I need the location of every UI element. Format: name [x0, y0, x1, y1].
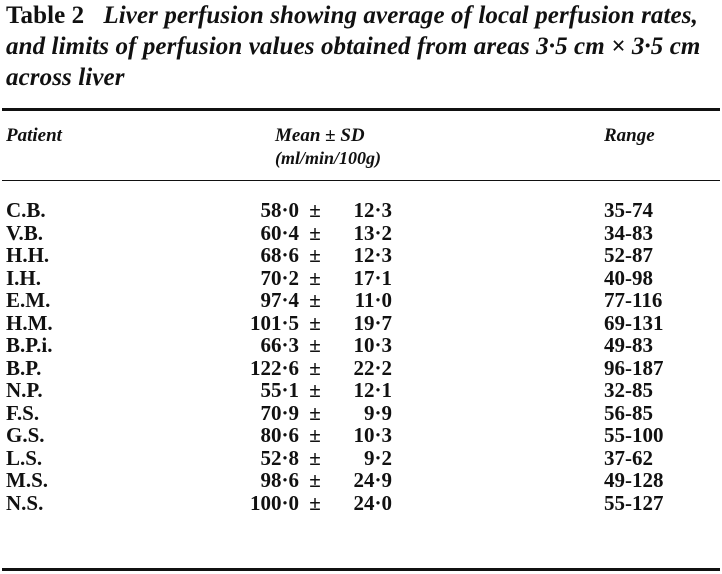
- cell-patient: N.S.: [6, 490, 44, 515]
- cell-mean: 122·6: [249, 355, 299, 380]
- table-label: Table 2: [6, 2, 85, 29]
- table-row: E.M. 97·4 ±11·0 77-116: [0, 289, 722, 312]
- cell-sd: 22·2: [353, 355, 392, 380]
- cell-range: 77-116: [604, 288, 663, 312]
- cell-mean: 98·6: [260, 468, 299, 492]
- cell-patient: F.S.: [6, 400, 40, 425]
- cell-patient: C.B.: [6, 198, 46, 222]
- cell-patient: B.P.: [6, 355, 42, 380]
- cell-mean: 60·4: [260, 220, 299, 245]
- cell-mean: 58·0: [260, 198, 299, 222]
- cell-range: 69-131: [604, 310, 664, 335]
- header-mean-unit: (ml/min/100g): [275, 148, 382, 168]
- table-row: I.H. 70·2 ±17·1 40-98: [0, 265, 722, 290]
- cell-sd: 12·3: [353, 243, 392, 267]
- cell-mean: 66·3: [260, 333, 299, 357]
- cell-plus-minus: ±: [309, 468, 321, 492]
- cell-plus-minus: ±: [309, 265, 321, 290]
- cell-range: 49-128: [604, 468, 664, 492]
- cell-patient: G.S.: [6, 423, 45, 447]
- cell-mean: 80·6: [260, 423, 299, 447]
- table-row: V.B. 60·4 ±13·2 34-83: [0, 220, 722, 245]
- bottom-rule: [2, 568, 720, 571]
- cell-patient: H.H.: [6, 243, 50, 267]
- table-row: B.P. 122·6 ±22·2 96-187: [0, 355, 722, 380]
- cell-mean: 68·6: [260, 243, 299, 267]
- cell-sd: 9·2: [363, 445, 392, 470]
- cell-range: 32-85: [604, 378, 653, 402]
- cell-range: 49-83: [604, 333, 653, 357]
- cell-mean: 97·4: [260, 288, 299, 312]
- cell-plus-minus: ±: [309, 333, 321, 357]
- cell-plus-minus: ±: [309, 198, 321, 222]
- cell-range: 56-85: [604, 400, 653, 425]
- table-title: Liver perfusion showing average of local…: [6, 2, 701, 91]
- cell-sd: 10·3: [353, 333, 392, 357]
- header-mean: Mean ± SD (ml/min/100g): [275, 124, 381, 170]
- cell-plus-minus: ±: [309, 400, 321, 425]
- cell-patient: E.M.: [6, 288, 51, 312]
- table-row: C.B. 58·0 ±12·3 35-74: [0, 199, 722, 222]
- cell-mean: 70·9: [260, 400, 299, 425]
- table-row: B.P.i. 66·3 ±10·3 49-83: [0, 334, 722, 357]
- cell-sd: 19·7: [353, 310, 392, 335]
- cell-mean: 101·5: [249, 310, 299, 335]
- cell-patient: M.S.: [6, 468, 48, 492]
- cell-range: 55-127: [604, 490, 664, 515]
- cell-sd: 17·1: [353, 265, 392, 290]
- cell-plus-minus: ±: [309, 355, 321, 380]
- cell-sd: 10·3: [353, 423, 392, 447]
- table-row: N.P. 55·1 ±12·1 32-85: [0, 379, 722, 402]
- cell-sd: 11·0: [354, 288, 392, 312]
- table-caption: Table 2 Liver perfusion showing average …: [6, 0, 718, 93]
- cell-range: 52-87: [604, 243, 653, 267]
- table-row: N.S. 100·0 ±24·0 55-127: [0, 490, 722, 515]
- cell-range: 40-98: [604, 265, 653, 290]
- cell-plus-minus: ±: [309, 423, 321, 447]
- cell-mean: 100·0: [249, 490, 299, 515]
- table-row: H.M. 101·5 ±19·7 69-131: [0, 310, 722, 335]
- table-row: L.S. 52·8 ±9·2 37-62: [0, 445, 722, 470]
- cell-range: 37-62: [604, 445, 653, 470]
- cell-plus-minus: ±: [309, 445, 321, 470]
- cell-plus-minus: ±: [309, 220, 321, 245]
- table-body: C.B. 58·0 ±12·3 35-74 V.B. 60·4 ±13·2 34-83 H.H.…: [0, 199, 722, 514]
- cell-range: 34-83: [604, 220, 653, 245]
- cell-sd: 13·2: [353, 220, 392, 245]
- cell-plus-minus: ±: [309, 378, 321, 402]
- cell-mean: 70·2: [260, 265, 299, 290]
- cell-patient: H.M.: [6, 310, 53, 335]
- cell-plus-minus: ±: [309, 243, 321, 267]
- cell-sd: 24·9: [353, 468, 392, 492]
- cell-mean: 55·1: [260, 378, 299, 402]
- table-row: G.S. 80·6 ±10·3 55-100: [0, 424, 722, 447]
- cell-sd: 12·1: [353, 378, 392, 402]
- cell-range: 35-74: [604, 198, 653, 222]
- header-rule: [2, 180, 720, 181]
- cell-plus-minus: ±: [309, 310, 321, 335]
- header-range: Range: [604, 125, 655, 146]
- header-patient: Patient: [6, 125, 62, 146]
- top-rule: [2, 108, 720, 111]
- cell-range: 96-187: [604, 355, 664, 380]
- cell-patient: L.S.: [6, 445, 43, 470]
- cell-plus-minus: ±: [309, 288, 321, 312]
- table-row: M.S. 98·6 ±24·9 49-128: [0, 469, 722, 492]
- cell-sd: 9·9: [363, 400, 392, 425]
- cell-patient: V.B.: [6, 220, 43, 245]
- cell-mean: 52·8: [260, 445, 299, 470]
- cell-range: 55-100: [604, 423, 664, 447]
- table-row: F.S. 70·9 ±9·9 56-85: [0, 400, 722, 425]
- cell-patient: B.P.i.: [6, 333, 53, 357]
- cell-sd: 24·0: [353, 490, 392, 515]
- cell-sd: 12·3: [353, 198, 392, 222]
- cell-patient: N.P.: [6, 378, 43, 402]
- table-row: H.H. 68·6 ±12·3 52-87: [0, 244, 722, 267]
- cell-plus-minus: ±: [309, 490, 321, 515]
- header-mean-label: Mean ± SD: [275, 125, 365, 146]
- cell-patient: I.H.: [6, 265, 42, 290]
